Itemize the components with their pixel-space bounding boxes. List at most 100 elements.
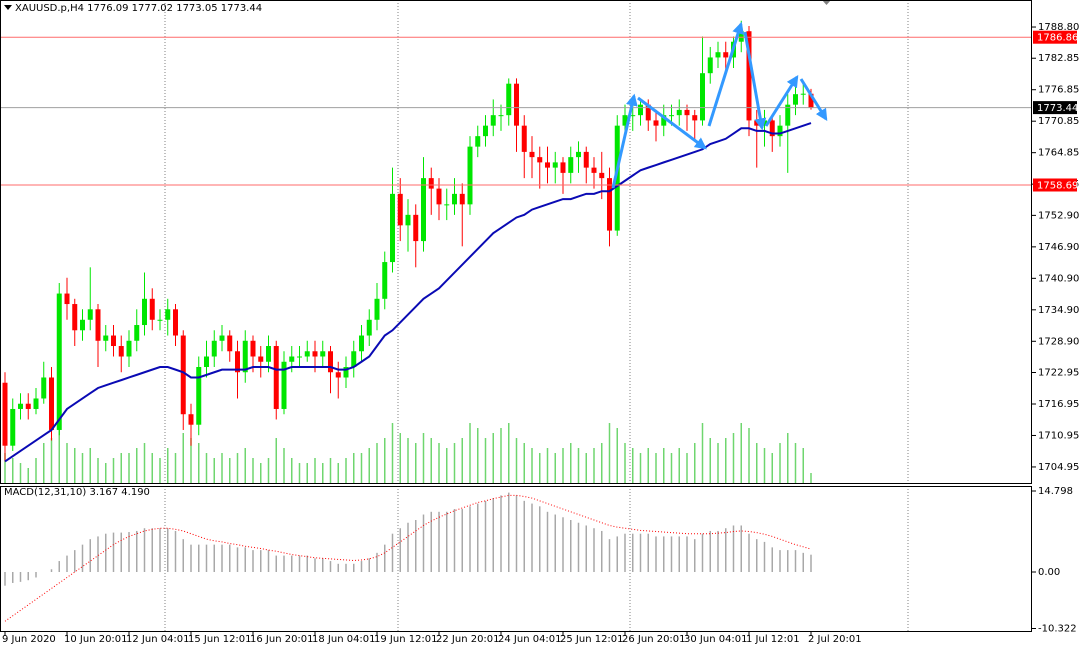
candle-body xyxy=(490,115,496,126)
frames xyxy=(0,0,1032,632)
candle-body xyxy=(397,193,403,226)
candle-body xyxy=(467,146,473,205)
candle-body xyxy=(320,351,326,357)
candle-body xyxy=(793,94,798,105)
candle-body xyxy=(514,83,519,126)
candle-body xyxy=(126,340,132,357)
shift-marker xyxy=(822,0,831,5)
candle-body xyxy=(583,151,589,168)
candle-body xyxy=(25,403,31,409)
x-tick-label: 19 Jun 12:01 xyxy=(374,634,438,645)
candle-body xyxy=(630,115,636,117)
candle-body xyxy=(134,325,140,341)
candle-body xyxy=(142,298,147,326)
x-tick-label: 9 Jun 2020 xyxy=(2,634,56,645)
candle-body xyxy=(281,361,287,409)
candle-body xyxy=(498,115,504,117)
candle-body xyxy=(669,115,674,117)
candle-body xyxy=(180,335,186,415)
x-tick-label: 1 Jul 12:01 xyxy=(746,634,800,645)
y-tick-label: 1764.85 xyxy=(1038,148,1079,159)
candle-body xyxy=(808,93,814,108)
candle-body xyxy=(653,120,659,126)
candle-body xyxy=(258,356,264,362)
candle-body xyxy=(560,162,566,173)
y-tick-label: -10.322 xyxy=(1038,624,1077,635)
price-label-box xyxy=(1033,178,1077,192)
candle-body xyxy=(235,351,240,373)
candle-body xyxy=(521,125,527,152)
candle-body xyxy=(297,356,302,358)
zigzag-arrow xyxy=(743,31,767,131)
y-tick-label: 1728.90 xyxy=(1038,336,1079,347)
candle-body xyxy=(707,57,713,74)
candle-body xyxy=(33,398,39,409)
candle-body xyxy=(173,309,178,336)
candle-body xyxy=(196,367,202,425)
candle-body xyxy=(87,309,93,320)
candle-body xyxy=(529,151,535,158)
candle-body xyxy=(204,356,209,368)
candle-body xyxy=(614,125,620,231)
y-tick-label: 1770.85 xyxy=(1038,116,1079,127)
candle-body xyxy=(568,157,574,173)
zigzag-arrow xyxy=(707,21,744,127)
candle-body xyxy=(444,204,450,206)
candle-body xyxy=(413,214,419,242)
candle-body xyxy=(692,115,698,121)
candle-body xyxy=(289,356,295,362)
candle-body xyxy=(405,214,411,226)
candle-body xyxy=(754,120,760,126)
x-tick-label: 2 Jul 20:01 xyxy=(808,634,862,645)
x-tick-label: 24 Jun 04:01 xyxy=(498,634,562,645)
y-tick-label: 0.00 xyxy=(1038,567,1060,578)
x-tick-label: 26 Jun 20:01 xyxy=(622,634,686,645)
plot-layer: 1788.80 1782.85 1776.85 1770.85 1764.85 1758.… xyxy=(0,20,1079,645)
y-tick-label: 1746.90 xyxy=(1038,242,1079,253)
x-tick-label: 25 Jun 12:01 xyxy=(560,634,624,645)
candle-body xyxy=(715,52,721,58)
y-tick-label: 1734.90 xyxy=(1038,305,1079,316)
price-label-box xyxy=(1033,30,1077,44)
price-label: 1758.69 xyxy=(1037,180,1078,191)
candle-body xyxy=(366,319,372,336)
candle-body xyxy=(576,151,581,158)
candle-body xyxy=(2,382,8,446)
candle-body xyxy=(676,109,682,116)
zigzag-arrow xyxy=(764,74,799,127)
candle-body xyxy=(545,162,550,168)
candle-body xyxy=(421,178,426,242)
candle-body xyxy=(165,309,171,320)
candle-body xyxy=(312,351,318,357)
chart-title: XAUUSD.p,H4 1776.09 1777.02 1773.05 1773… xyxy=(15,3,262,14)
candle-body xyxy=(769,120,775,137)
price-label: 1786.86 xyxy=(1037,33,1078,44)
candle-body xyxy=(188,414,194,425)
candle-body xyxy=(746,31,752,121)
x-tick-label: 10 Jun 20:01 xyxy=(64,634,128,645)
candle-body xyxy=(157,319,163,321)
price-frame xyxy=(0,0,1032,484)
y-tick-label: 14.798 xyxy=(1038,486,1073,497)
candle-body xyxy=(428,178,434,189)
candle-body xyxy=(374,298,380,320)
candle-body xyxy=(638,104,643,116)
candle-body xyxy=(684,109,690,116)
candle-body xyxy=(459,193,465,205)
candle-body xyxy=(723,52,729,58)
candle-body xyxy=(10,408,16,446)
candle-body xyxy=(436,188,442,205)
price-label: 1773.44 xyxy=(1037,103,1078,114)
candle-body xyxy=(552,162,558,168)
candle-body xyxy=(18,403,23,409)
zigzag-arrow xyxy=(637,96,707,150)
candle-body xyxy=(41,377,47,399)
zigzag-arrow xyxy=(799,78,828,122)
candle-body xyxy=(645,104,651,121)
y-tick-label: 1722.95 xyxy=(1038,368,1079,379)
x-tick-label: 16 Jun 20:01 xyxy=(250,634,314,645)
y-tick-label: 1704.95 xyxy=(1038,462,1079,473)
candle-body xyxy=(72,304,78,331)
